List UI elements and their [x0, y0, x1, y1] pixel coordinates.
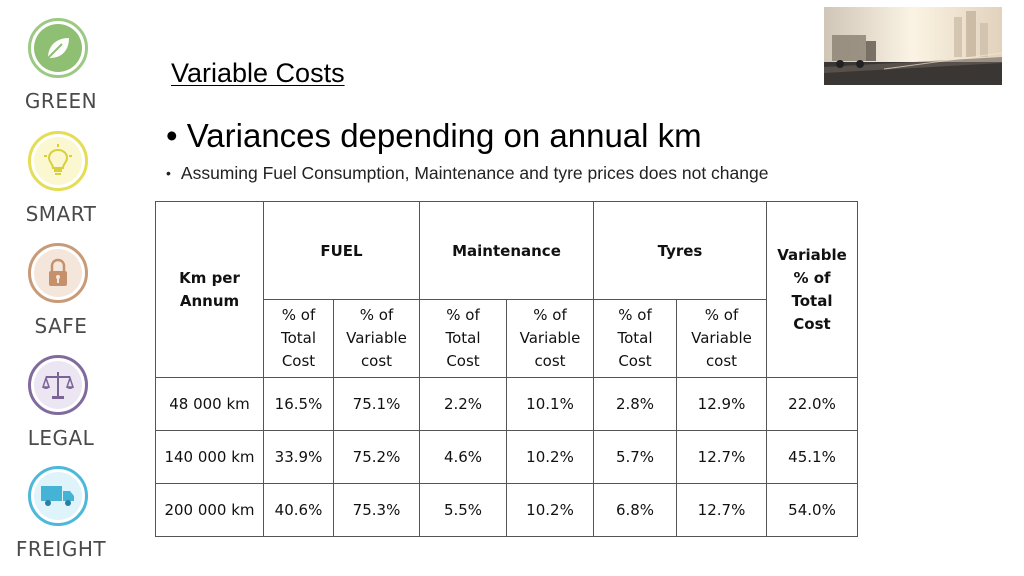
- tyres-header: Tyres: [593, 201, 767, 300]
- fuel-variable-cell: 75.3%: [333, 483, 420, 537]
- fuel-total-subheader: % of Total Cost: [263, 299, 334, 378]
- bullet-dot: •: [166, 165, 171, 181]
- sidebar: GREEN SMART: [0, 0, 122, 576]
- variable-total-cell: 54.0%: [766, 483, 858, 537]
- maintenance-total-cell: 5.5%: [419, 483, 507, 537]
- variable-costs-table: Km per Annum FUEL Maintenance Tyres Vari…: [155, 201, 858, 537]
- tyres-total-cell: 6.8%: [593, 483, 677, 537]
- smart-badge-circle: [28, 131, 88, 191]
- badge-label: SMART: [25, 202, 97, 226]
- header-row-subcolumns: % of Total Cost % of Variable cost % of …: [156, 299, 858, 378]
- leaf-icon: [47, 38, 69, 59]
- fuel-total-cell: 33.9%: [263, 430, 334, 484]
- tyres-variable-cell: 12.7%: [676, 430, 767, 484]
- variable-total-header: Variable % of Total Cost: [766, 201, 858, 378]
- padlock-icon: [49, 258, 67, 286]
- fuel-variable-cell: 75.2%: [333, 430, 420, 484]
- fuel-total-cell: 16.5%: [263, 377, 334, 431]
- variable-total-cell: 22.0%: [766, 377, 858, 431]
- main-bullet: • Variances depending on annual km: [166, 117, 702, 155]
- freight-badge-circle: [28, 466, 88, 526]
- bullet-dot: •: [166, 117, 187, 154]
- truck-highway-photo: [824, 7, 1002, 85]
- km-cell: 48 000 km: [155, 377, 264, 431]
- lightbulb-icon: [44, 144, 72, 175]
- km-cell: 140 000 km: [155, 430, 264, 484]
- maintenance-variable-subheader: % of Variable cost: [506, 299, 594, 378]
- sub-bullet: • Assuming Fuel Consumption, Maintenance …: [166, 163, 768, 184]
- fuel-variable-subheader: % of Variable cost: [333, 299, 420, 378]
- maintenance-variable-cell: 10.2%: [506, 483, 594, 537]
- tyres-total-cell: 2.8%: [593, 377, 677, 431]
- maintenance-total-cell: 4.6%: [419, 430, 507, 484]
- tyres-variable-subheader: % of Variable cost: [676, 299, 767, 378]
- km-per-annum-header: Km per Annum: [155, 201, 264, 378]
- scales-icon: [41, 372, 75, 399]
- badge-label: LEGAL: [27, 426, 95, 450]
- fuel-header: FUEL: [263, 201, 420, 300]
- tyres-variable-cell: 12.9%: [676, 377, 767, 431]
- tyres-variable-cell: 12.7%: [676, 483, 767, 537]
- maintenance-variable-cell: 10.2%: [506, 430, 594, 484]
- maintenance-variable-cell: 10.1%: [506, 377, 594, 431]
- safe-badge-circle: [28, 243, 88, 303]
- sub-bullet-text: Assuming Fuel Consumption, Maintenance a…: [180, 163, 769, 183]
- main-bullet-text: Variances depending on annual km: [186, 117, 702, 154]
- fuel-total-cell: 40.6%: [263, 483, 334, 537]
- badge-label: FREIGHT: [15, 537, 107, 561]
- tyres-total-cell: 5.7%: [593, 430, 677, 484]
- tyres-total-subheader: % of Total Cost: [593, 299, 677, 378]
- variable-total-cell: 45.1%: [766, 430, 858, 484]
- table-row: 200 000 km 40.6% 75.3% 5.5% 10.2% 6.8% 1…: [155, 483, 858, 537]
- fuel-variable-cell: 75.1%: [333, 377, 420, 431]
- maintenance-total-cell: 2.2%: [419, 377, 507, 431]
- badge-label: SAFE: [34, 314, 88, 338]
- truck-highway-photo-icon: [824, 7, 1002, 85]
- badge-label: GREEN: [24, 89, 98, 113]
- maintenance-header: Maintenance: [419, 201, 594, 300]
- legal-badge-circle: [28, 355, 88, 415]
- maintenance-total-subheader: % of Total Cost: [419, 299, 507, 378]
- table-row: 48 000 km 16.5% 75.1% 2.2% 10.1% 2.8% 12…: [155, 377, 858, 431]
- km-cell: 200 000 km: [155, 483, 264, 537]
- header-row-groups: Km per Annum FUEL Maintenance Tyres Vari…: [155, 201, 858, 378]
- truck-icon: [41, 486, 74, 506]
- green-badge-circle: [28, 18, 88, 78]
- page-title: Variable Costs: [171, 58, 345, 88]
- table-row: 140 000 km 33.9% 75.2% 4.6% 10.2% 5.7% 1…: [155, 430, 858, 484]
